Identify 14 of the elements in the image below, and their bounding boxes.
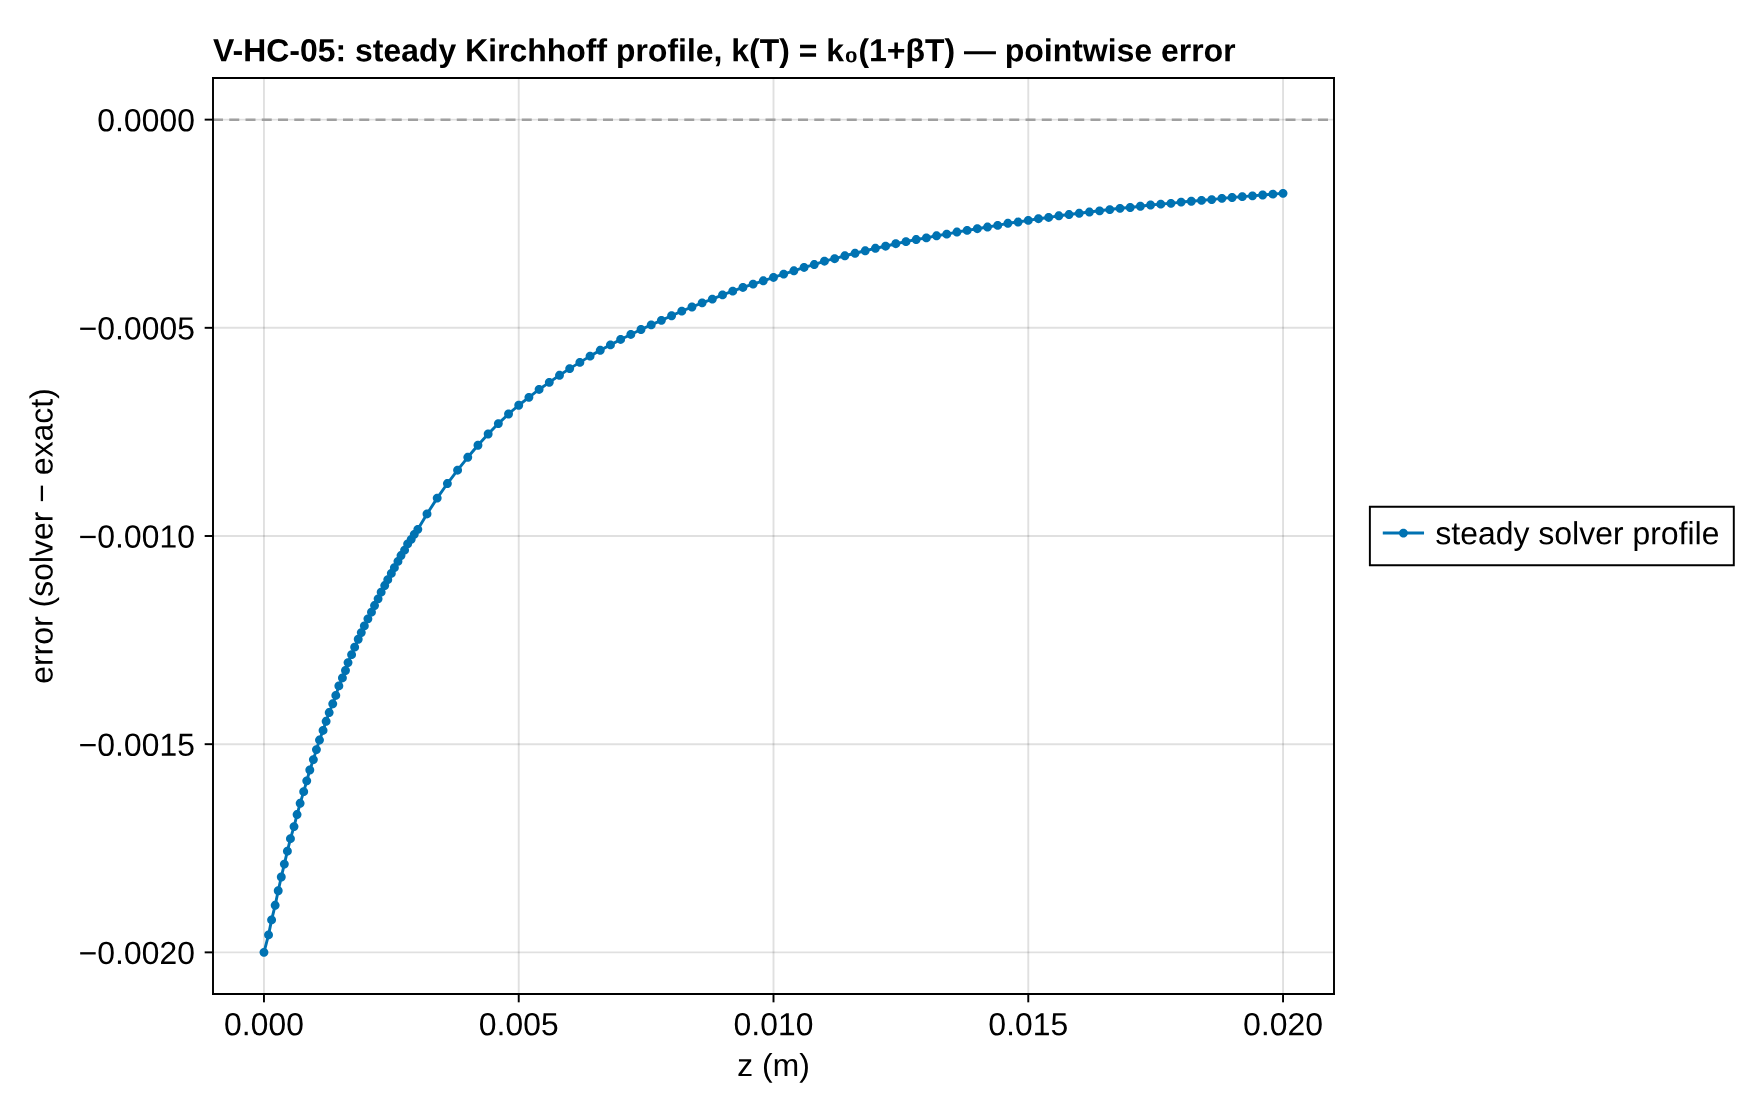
x-tick-label: 0.015 — [989, 1012, 1067, 1036]
x-axis-title: z (m) — [738, 1052, 808, 1083]
x-tick-label: 0.000 — [225, 1012, 303, 1036]
y-tick-label: −0.0005 — [80, 317, 194, 340]
y-tick-label: −0.0020 — [80, 941, 194, 965]
y-tick-label: −0.0015 — [80, 733, 194, 757]
legend-label: steady solver profile — [1436, 521, 1719, 551]
chart-title: V-HC-05: steady Kirchhoff profile, k(T) = k₀(1+βT) — pointwise error — [213, 38, 1236, 68]
y-tick-label: −0.0010 — [80, 525, 194, 548]
y-tick-label: 0.0000 — [98, 108, 194, 132]
x-tick-label: 0.010 — [734, 1012, 813, 1036]
x-tick-label: 0.020 — [1244, 1012, 1322, 1036]
x-tick-label: 0.005 — [480, 1012, 558, 1036]
y-axis-title: error (solver − exact) — [29, 390, 60, 683]
